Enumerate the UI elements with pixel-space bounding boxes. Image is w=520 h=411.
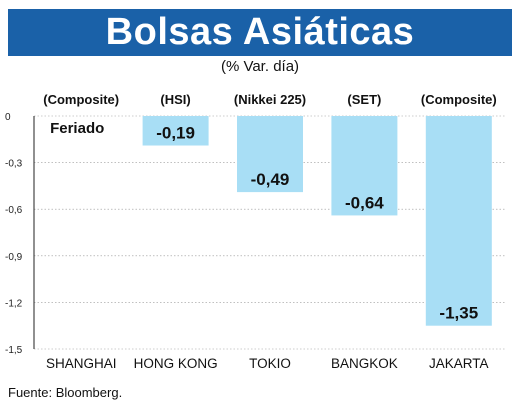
index-name-label: (Nikkei 225) — [234, 92, 306, 107]
data-label: -0,19 — [156, 124, 195, 143]
y-tick-label: -0,9 — [5, 252, 23, 263]
category-label: JAKARTA — [429, 356, 489, 371]
bar — [237, 116, 303, 193]
bar — [331, 116, 398, 216]
y-tick-label: -1,2 — [5, 298, 23, 309]
category-label: HONG KONG — [134, 356, 218, 371]
index-name-label: (SET) — [347, 92, 381, 107]
chart-title: Bolsas Asiáticas — [105, 11, 415, 53]
y-tick-label: -0,3 — [5, 159, 23, 170]
bar — [425, 116, 492, 326]
category-label: TOKIO — [249, 356, 291, 371]
holiday-label: Feriado — [50, 120, 104, 137]
index-name-label: (HSI) — [160, 92, 190, 107]
bar — [142, 116, 209, 146]
y-tick-label: 0 — [5, 112, 11, 123]
index-name-label: (Composite) — [43, 92, 119, 107]
y-tick-label: -0,6 — [5, 205, 23, 216]
data-label: -1,35 — [439, 304, 478, 323]
source-note: Fuente: Bloomberg. — [8, 385, 123, 400]
data-label: -0,64 — [345, 193, 384, 212]
data-label: -0,49 — [251, 170, 290, 189]
index-name-label: (Composite) — [421, 92, 497, 107]
title-banner: Bolsas Asiáticas — [8, 9, 512, 56]
category-label: BANGKOK — [331, 356, 398, 371]
chart-subtitle: (% Var. día) — [220, 58, 300, 75]
category-label: SHANGHAI — [46, 356, 117, 371]
y-tick-label: -1,5 — [5, 345, 23, 356]
